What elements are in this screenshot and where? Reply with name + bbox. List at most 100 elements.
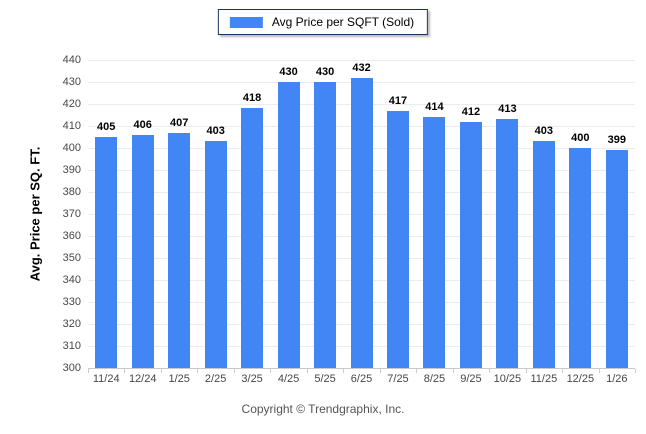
x-tick-mark: [416, 369, 418, 373]
bar: [459, 122, 482, 368]
x-tick-mark: [525, 369, 527, 373]
bar-value-label: 406: [133, 119, 152, 131]
bar: [168, 133, 191, 368]
bar-value-label: 430: [315, 66, 335, 78]
y-tick-label: 390: [62, 164, 81, 176]
x-tick-label: 6/25: [350, 373, 373, 385]
x-tick-mark: [598, 369, 600, 373]
bar-slot: 405: [88, 60, 124, 368]
bar-slot: 407: [161, 60, 197, 368]
y-tick-label: 300: [62, 362, 81, 374]
chart-legend: Avg Price per SQFT (Sold): [217, 9, 429, 35]
y-tick-label: 350: [62, 252, 81, 264]
bar: [95, 137, 118, 368]
y-tick-label: 360: [62, 230, 81, 242]
bar: [277, 82, 300, 368]
bar: [532, 141, 555, 368]
x-tick-mark: [635, 369, 636, 373]
gridline: [88, 60, 635, 61]
bar-value-label: 414: [425, 101, 444, 113]
y-tick-label: 320: [62, 318, 81, 330]
bar: [204, 141, 227, 368]
x-axis-labels: 11/24 12/24 1/25 2/25 3/25 4/25 5/25 6/25 7/25 8/…: [88, 373, 635, 385]
bar-value-label: 430: [279, 66, 298, 78]
bar: [496, 119, 519, 368]
legend-label: Avg Price per SQFT (Sold): [271, 15, 415, 29]
y-tick-label: 340: [62, 274, 81, 286]
y-tick-label: 400: [62, 142, 81, 154]
y-tick-label: 370: [62, 208, 81, 220]
bar: [569, 148, 592, 368]
y-tick-label: 410: [62, 120, 81, 132]
x-tick-mark: [88, 369, 89, 373]
bar-slot: 418: [234, 60, 270, 368]
x-tick-mark: [343, 369, 345, 373]
bar-series: 405 406 407 403 418 430 430 432 417 414 412 413 403 4…: [88, 60, 635, 368]
x-tick-mark: [160, 369, 162, 373]
x-tick-label: 1/26: [606, 373, 628, 385]
bar-slot: 406: [124, 60, 160, 368]
x-tick-mark: [489, 369, 491, 373]
y-tick-label: 330: [62, 296, 81, 308]
bar: [386, 111, 409, 368]
bar-value-label: 399: [607, 134, 626, 146]
x-tick-mark: [233, 369, 235, 373]
plot-area: 405 406 407 403 418 430 430 432 417 414 412 413 403 4…: [63, 54, 636, 374]
y-tick-label: 310: [62, 340, 81, 352]
x-tick-mark: [452, 369, 454, 373]
bar-value-label: 403: [534, 125, 554, 137]
x-tick-label: 11/24: [92, 373, 120, 385]
x-tick-label: 10/25: [493, 373, 522, 385]
bar-slot: 432: [343, 60, 379, 368]
y-tick-label: 380: [62, 186, 81, 198]
bar-slot: 412: [453, 60, 489, 368]
bar-slot: 430: [307, 60, 343, 368]
bar-slot: 413: [489, 60, 525, 368]
bar: [241, 108, 264, 368]
bar-value-label: 405: [97, 121, 116, 133]
x-tick-label: 3/25: [241, 373, 263, 385]
x-tick-mark: [197, 369, 199, 373]
bar-slot: 403: [526, 60, 562, 368]
bar-slot: 399: [599, 60, 635, 368]
bar-value-label: 413: [498, 103, 517, 115]
x-tick-label: 7/25: [387, 373, 409, 385]
legend-swatch: [229, 16, 263, 28]
x-tick-label: 12/24: [128, 373, 157, 385]
y-tick-label: 420: [62, 98, 81, 110]
x-tick-mark: [124, 369, 126, 373]
x-tick-label: 4/25: [277, 373, 300, 385]
bar-value-label: 432: [352, 62, 371, 74]
x-tick-label: 12/25: [566, 373, 595, 385]
bar-slot: 400: [562, 60, 598, 368]
bar-value-label: 418: [242, 92, 262, 104]
x-tick-mark: [562, 369, 564, 373]
x-tick-label: 8/25: [423, 373, 446, 385]
x-tick-mark: [270, 369, 272, 373]
x-tick-label: 11/25: [530, 373, 558, 385]
copyright-text: Copyright © Trendgraphix, Inc.: [241, 402, 405, 416]
y-tick-label: 440: [62, 54, 81, 66]
x-tick-label: 5/25: [314, 373, 336, 385]
bar: [350, 78, 373, 368]
bar: [314, 82, 337, 368]
x-tick-label: 1/25: [168, 373, 190, 385]
bar-slot: 430: [270, 60, 306, 368]
bar-slot: 414: [416, 60, 452, 368]
x-tick-mark: [306, 369, 308, 373]
bar: [605, 150, 628, 368]
bar-value-label: 417: [388, 95, 408, 107]
bar-value-label: 400: [571, 132, 590, 144]
bar-value-label: 407: [169, 117, 189, 129]
bar: [423, 117, 446, 368]
y-axis-title: Avg. Price per SQ. FT.: [27, 146, 43, 282]
x-tick-label: 9/25: [460, 373, 482, 385]
x-tick-label: 2/25: [204, 373, 227, 385]
bar: [131, 135, 154, 368]
bar-slot: 417: [380, 60, 416, 368]
bar-value-label: 412: [461, 106, 481, 118]
bar-value-label: 403: [206, 125, 225, 137]
bar-slot: 403: [197, 60, 233, 368]
y-tick-label: 430: [62, 76, 81, 88]
